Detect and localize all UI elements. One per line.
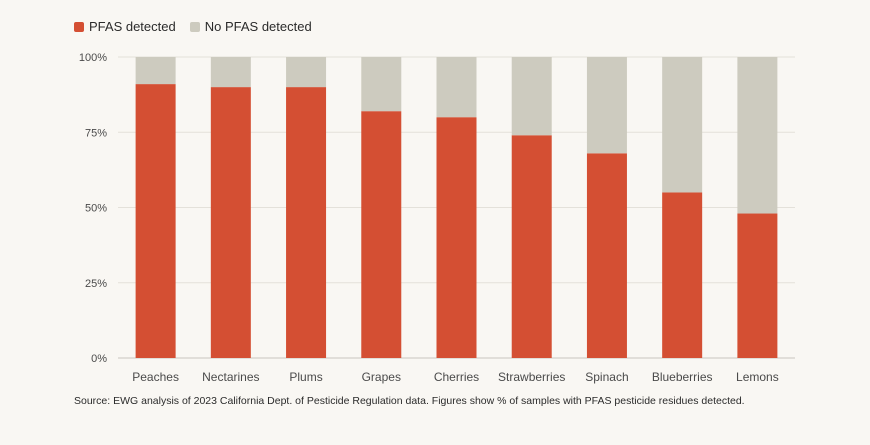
- x-tick-label: Plums: [289, 370, 322, 384]
- bar-pfas-detected: [436, 117, 477, 358]
- y-tick-label: 50%: [85, 203, 107, 215]
- legend-item-pfas: PFAS detected: [74, 19, 176, 34]
- y-tick-label: 25%: [85, 278, 107, 290]
- x-tick-label: Nectarines: [202, 370, 259, 384]
- x-tick-label: Cherries: [434, 370, 479, 384]
- bar-pfas-detected: [361, 111, 402, 359]
- x-tick-label: Peaches: [132, 370, 179, 384]
- bar-no-pfas-detected: [210, 57, 251, 88]
- stacked-bar-chart: 0% 25% 50% 75% 100% Peaches Nectarines Plums Gra…: [79, 52, 795, 384]
- cut-off-text-line: [74, 438, 794, 445]
- x-tick-label: Strawberries: [498, 370, 565, 384]
- y-tick-label: 100%: [79, 52, 107, 64]
- y-tick-label: 75%: [85, 127, 107, 139]
- legend-label-no-pfas: No PFAS detected: [204, 19, 312, 34]
- chart-legend: PFAS detected No PFAS detected: [74, 19, 312, 34]
- bar-pfas-detected: [511, 135, 552, 358]
- bar-pfas-detected: [286, 87, 327, 358]
- bar-no-pfas-detected: [737, 57, 778, 214]
- bar-pfas-detected: [210, 87, 251, 358]
- x-tick-label: Blueberries: [652, 370, 713, 384]
- bar-no-pfas-detected: [135, 57, 176, 85]
- bar-no-pfas-detected: [286, 57, 327, 88]
- source-note: Source: EWG analysis of 2023 California …: [74, 395, 745, 407]
- x-tick-label: Grapes: [362, 370, 401, 384]
- bar-pfas-detected: [662, 192, 703, 358]
- x-tick-label: Spinach: [585, 370, 628, 384]
- legend-label-pfas: PFAS detected: [89, 19, 176, 34]
- bar-pfas-detected: [135, 84, 176, 358]
- bar-pfas-detected: [737, 213, 778, 358]
- bar-no-pfas-detected: [586, 57, 627, 154]
- x-tick-label: Lemons: [736, 370, 779, 384]
- y-tick-label: 0%: [91, 353, 107, 365]
- legend-item-no-pfas: No PFAS detected: [189, 19, 312, 34]
- bar-no-pfas-detected: [361, 57, 402, 112]
- bar-no-pfas-detected: [662, 57, 703, 193]
- bar-pfas-detected: [586, 153, 627, 358]
- bar-no-pfas-detected: [436, 57, 477, 118]
- legend-swatch-no-pfas: [189, 21, 200, 32]
- bar-no-pfas-detected: [511, 57, 552, 136]
- legend-swatch-pfas: [74, 21, 84, 32]
